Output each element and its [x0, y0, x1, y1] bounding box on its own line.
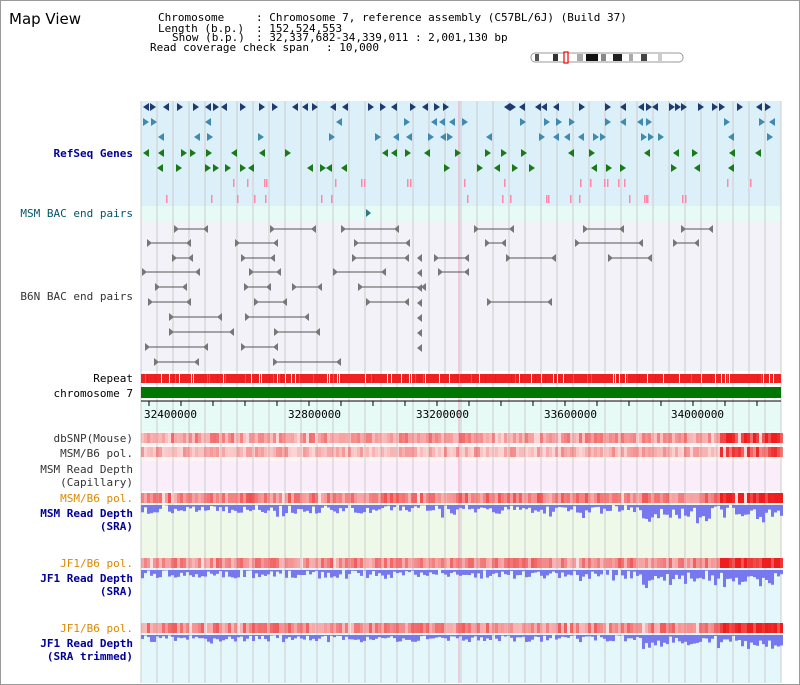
- track-label-jf1-b6-pol-1[interactable]: JF1/B6 pol.: [60, 557, 133, 570]
- repeat-track[interactable]: [141, 374, 781, 383]
- track-label-msm-capillary-2[interactable]: (Capillary): [60, 476, 133, 489]
- jf1-b6-pol-track-2[interactable]: [141, 623, 783, 633]
- chromosome-value: : Chromosome 7, reference assembly (C57B…: [256, 11, 627, 24]
- track-label-jf1-trim-1[interactable]: JF1 Read Depth: [40, 637, 133, 650]
- refseq-genes[interactable]: [143, 103, 775, 203]
- length-label: Length (b.p.): [158, 22, 245, 35]
- track-label-jf1-sra-2[interactable]: (SRA): [99, 585, 133, 598]
- show-label: Show (b.p.): [172, 31, 245, 44]
- length-value: : 152,524,553: [256, 22, 343, 35]
- track-label-msm-sra-2[interactable]: (SRA): [99, 520, 133, 533]
- msm-read-depth-track[interactable]: [141, 505, 783, 524]
- jf1-read-depth-track[interactable]: [141, 570, 783, 589]
- jf1-read-depth-trimmed-track[interactable]: [141, 635, 783, 649]
- track-label-msm-b6-pol-1[interactable]: MSM/B6 pol.: [60, 447, 133, 460]
- track-label-msm-b6-pol-2[interactable]: MSM/B6 pol.: [60, 492, 133, 505]
- chromosome-ideogram[interactable]: [530, 51, 684, 64]
- ruler-tick-label: 32800000: [288, 408, 341, 421]
- chromosome-bar[interactable]: [141, 387, 781, 398]
- track-label-b6n-bac[interactable]: B6N BAC end pairs: [20, 290, 133, 303]
- ruler-tick-label: 33600000: [544, 408, 597, 421]
- track-label-msm-sra-1[interactable]: MSM Read Depth: [40, 507, 133, 520]
- ruler-tickmarks: [141, 400, 781, 406]
- coverage-value: : 10,000: [326, 41, 379, 54]
- msm-b6-pol-track-1[interactable]: [141, 447, 783, 457]
- track-label-msm-bac[interactable]: MSM BAC end pairs: [20, 207, 133, 220]
- track-label-chromosome[interactable]: chromosome 7: [53, 387, 133, 400]
- track-label-dbsnp[interactable]: dbSNP(Mouse): [53, 432, 133, 445]
- ruler-tick-label: 33200000: [416, 408, 469, 421]
- track-label-refseq[interactable]: RefSeq Genes: [53, 147, 133, 160]
- jf1-b6-pol-track-1[interactable]: [141, 558, 783, 568]
- track-label-msm-capillary-1[interactable]: MSM Read Depth: [40, 463, 133, 476]
- ruler-tick-label: 32400000: [144, 408, 197, 421]
- track-label-jf1-trim-2[interactable]: (SRA trimmed): [46, 650, 133, 663]
- track-label-jf1-sra-1[interactable]: JF1 Read Depth: [40, 572, 133, 585]
- show-value: : 32,337,682-34,339,011 : 2,001,130 bp: [256, 31, 508, 44]
- page-title: Map View: [9, 10, 82, 28]
- ruler-tick-label: 34000000: [671, 408, 724, 421]
- track-label-jf1-b6-pol-2[interactable]: JF1/B6 pol.: [60, 622, 133, 635]
- msm-bac-pairs[interactable]: [366, 209, 371, 217]
- coverage-label: Read coverage check span: [150, 41, 309, 54]
- chromosome-label: Chromosome: [158, 11, 225, 24]
- b6n-bac-pairs[interactable]: [142, 225, 713, 366]
- dbsnp-track[interactable]: [141, 433, 783, 443]
- track-label-repeat[interactable]: Repeat: [93, 372, 133, 385]
- msm-b6-pol-track-2[interactable]: [141, 493, 783, 503]
